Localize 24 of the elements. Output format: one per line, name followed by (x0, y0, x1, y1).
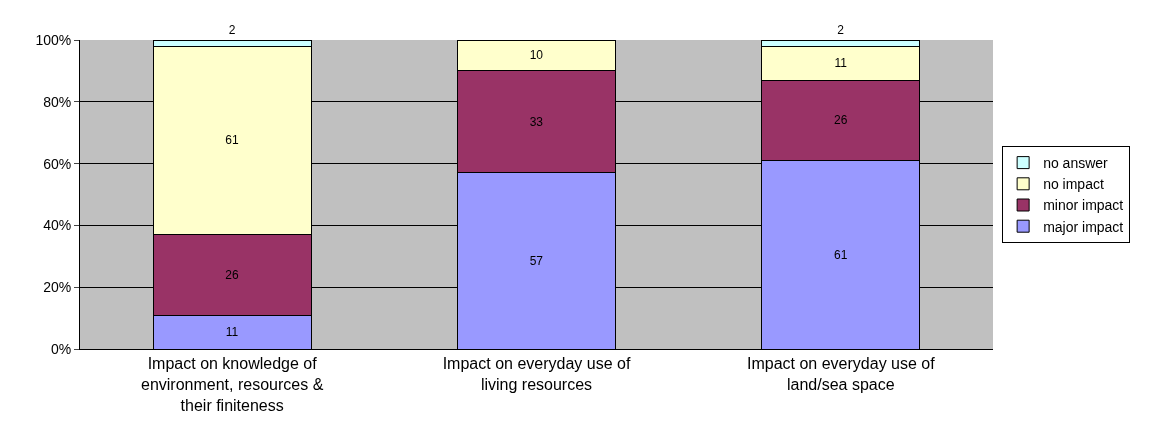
data-label: 61 (225, 133, 239, 148)
x-tick-label: Impact on knowledge of environment, resources & their finiteness (141, 355, 324, 414)
y-tick-label: 20% (43, 279, 72, 296)
x-tick-label: Impact on everyday use of living resources (442, 355, 631, 393)
data-label: 11 (834, 56, 848, 71)
data-label: 26 (225, 267, 239, 282)
legend-label: no answer (1043, 155, 1109, 172)
data-label: 11 (225, 325, 239, 340)
legend-label: major impact (1043, 218, 1124, 235)
y-tick-label: 80% (43, 93, 72, 110)
data-label: 61 (834, 247, 848, 262)
data-label: 26 (834, 113, 848, 128)
x-tick-label: Impact on everyday use of land/sea space (747, 355, 936, 393)
y-tick-label: 100% (35, 31, 72, 48)
y-tick-label: 0% (50, 340, 72, 357)
y-tick-label: 40% (43, 217, 72, 234)
data-label: 57 (529, 253, 544, 268)
data-label: 33 (529, 114, 544, 129)
data-label: 2 (837, 23, 845, 37)
legend-label: minor impact (1043, 197, 1124, 214)
y-tick-label: 60% (43, 155, 72, 172)
legend-label: no impact (1043, 176, 1104, 193)
data-label: 2 (228, 23, 236, 37)
data-label: 10 (529, 48, 544, 63)
